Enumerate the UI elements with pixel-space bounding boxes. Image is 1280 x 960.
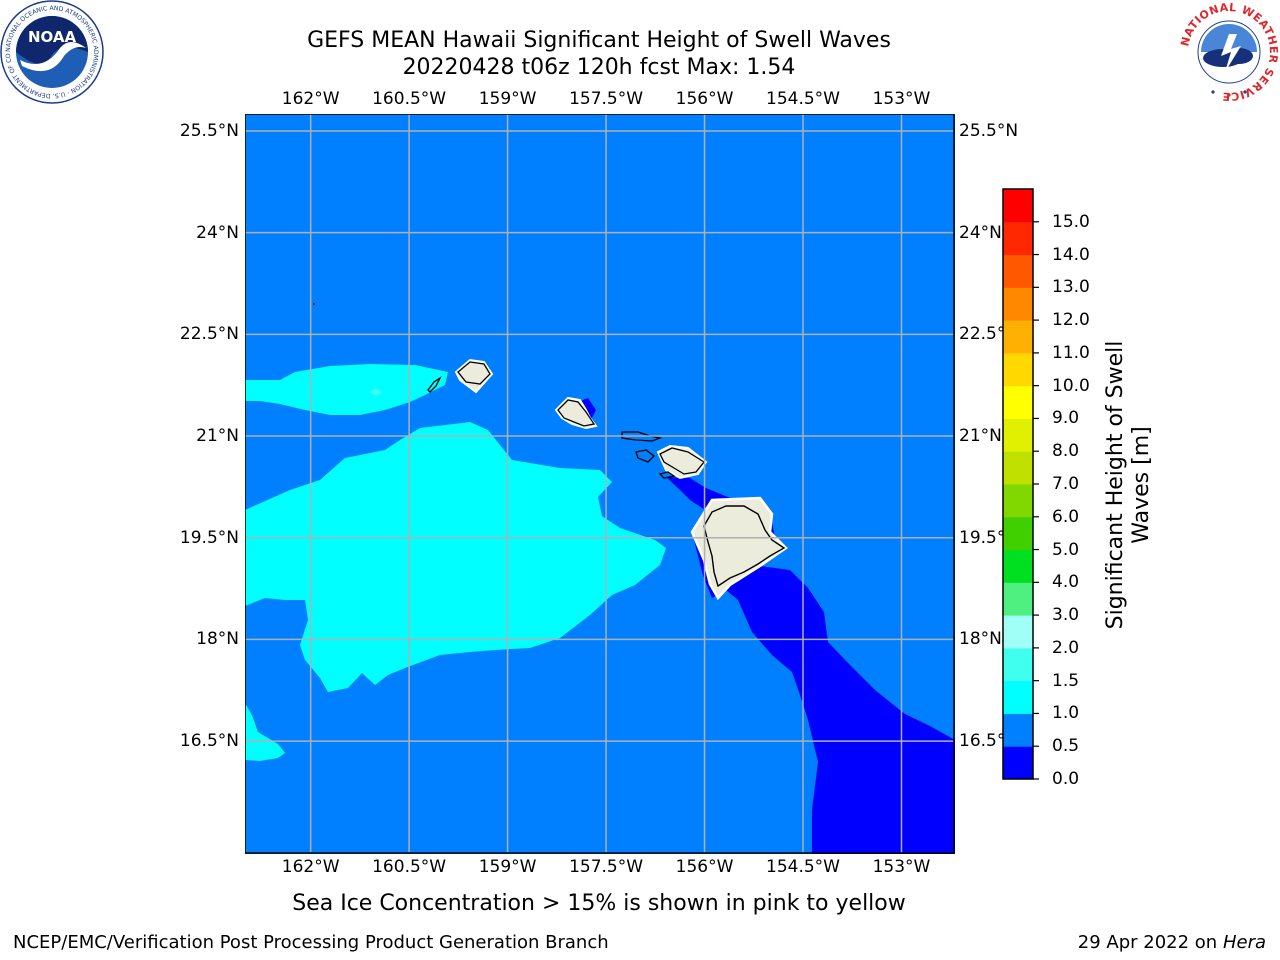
lat-tick-label-left: 18°N xyxy=(196,629,239,650)
swell-region-1.0-1.5m-sw xyxy=(245,703,285,761)
colorbar-tick-label: 13.0 xyxy=(1052,277,1090,298)
island-big-island-coast xyxy=(703,505,786,588)
island-maui xyxy=(656,444,708,480)
chart-subtitle: 20220428 t06z 120h fcst Max: 1.54 xyxy=(402,55,796,80)
island-kauai-coast xyxy=(457,361,491,385)
lat-tick-label-left: 21°N xyxy=(196,426,239,447)
footer-date: 29 Apr 2022 on Hera xyxy=(1078,932,1266,953)
colorbar-segment xyxy=(1003,484,1033,518)
colorbar-tick-label: 0.5 xyxy=(1052,736,1080,757)
colorbar-segment xyxy=(1003,746,1033,780)
lon-tick-label-top: 153°W xyxy=(872,89,931,109)
colorbar-tick-label: 5.0 xyxy=(1052,539,1080,560)
map-frame xyxy=(245,114,955,854)
colorbar-segment xyxy=(1003,385,1033,419)
lon-tick-label-bot: 156°W xyxy=(675,857,734,877)
colorbar-tick-label: 2.0 xyxy=(1052,637,1080,658)
colorbar-segment xyxy=(1003,451,1033,485)
noaa-logo-text: NOAA xyxy=(28,28,77,46)
lat-tick-label-left: 25.5°N xyxy=(179,120,239,141)
lon-tick-label-bot: 160.5°W xyxy=(372,857,447,877)
colorbar-segment xyxy=(1003,647,1033,682)
lat-tick-label-left: 24°N xyxy=(196,222,239,243)
lon-tick-label-bot: 154.5°W xyxy=(766,857,840,877)
colorbar xyxy=(1002,188,1039,780)
footer-date-text: 29 Apr 2022 on xyxy=(1077,932,1223,953)
colorbar-tick-label: 4.0 xyxy=(1052,572,1080,593)
swell-region-1.5-2.0m-speck xyxy=(370,388,382,396)
colorbar-tick-label: 6.0 xyxy=(1052,506,1080,527)
lon-tick-label-top: 159°W xyxy=(478,89,537,109)
colorbar-segment xyxy=(1003,582,1033,616)
colorbar-segment xyxy=(1003,287,1033,321)
nws-logo: NATIONAL WEATHER SERVICE xyxy=(1178,1,1279,103)
lat-tick-label-right: 18°N xyxy=(959,629,1002,650)
colorbar-label-line2: Waves [m] xyxy=(1129,426,1154,544)
colorbar-tick-label: 1.5 xyxy=(1052,670,1080,691)
colorbar-label-line1: Significant Height of Swell xyxy=(1103,340,1128,630)
colorbar-segment xyxy=(1003,516,1033,551)
island-maui-coast xyxy=(659,447,705,475)
chart-title: GEFS MEAN Hawaii Significant Height of S… xyxy=(307,28,891,53)
colorbar-tick-label: 9.0 xyxy=(1052,408,1080,429)
lon-tick-label-bot: 162°W xyxy=(281,857,340,877)
lon-tick-label-bot: 159°W xyxy=(478,857,537,877)
lat-tick-label-left: 22.5°N xyxy=(179,324,239,345)
lat-tick-label-left: 19.5°N xyxy=(179,527,239,548)
lat-tick-label-right: 24°N xyxy=(959,222,1002,243)
lon-tick-label-top: 160.5°W xyxy=(372,89,447,109)
colorbar-segment xyxy=(1003,713,1033,747)
swell-region-1.0-1.5m-north xyxy=(245,364,448,415)
lon-tick-label-bot: 153°W xyxy=(872,857,931,877)
colorbar-tick-label: 12.0 xyxy=(1052,310,1090,331)
lon-tick-label-top: 157.5°W xyxy=(569,89,644,109)
colorbar-tick-label: 3.0 xyxy=(1052,605,1080,626)
sea-ice-caption: Sea Ice Concentration > 15% is shown in … xyxy=(292,891,906,916)
colorbar-segment xyxy=(1003,320,1033,354)
colorbar-segment xyxy=(1003,221,1033,256)
island-oahu-coast xyxy=(557,399,596,427)
lon-tick-label-top: 156°W xyxy=(675,89,734,109)
colorbar-tick-label: 15.0 xyxy=(1052,211,1090,232)
lat-tick-label-right: 21°N xyxy=(959,426,1002,447)
colorbar-segment xyxy=(1003,680,1033,714)
colorbar-segment xyxy=(1003,418,1033,452)
colorbar-tick-label: 14.0 xyxy=(1052,244,1090,265)
colorbar-tick-label: 7.0 xyxy=(1052,474,1080,494)
lon-tick-label-top: 162°W xyxy=(281,89,340,109)
colorbar-tick-label: 1.0 xyxy=(1052,703,1080,724)
reef-speck xyxy=(313,303,315,305)
island-kahoolawe-coast xyxy=(658,471,676,479)
colorbar-label: Significant Height of Swell Waves [m] xyxy=(1103,341,1155,630)
lat-tick-label-right: 25.5°N xyxy=(959,120,1019,141)
swell-region-1.0-1.5m-main xyxy=(245,422,666,692)
island-lanai-coast xyxy=(635,449,655,463)
colorbar-segment xyxy=(1003,352,1033,387)
island-kauai xyxy=(454,358,494,394)
lon-tick-label-bot: 157.5°W xyxy=(569,857,644,877)
island-niihau-coast xyxy=(427,376,442,393)
graticule xyxy=(245,114,954,853)
colorbar-tick-label: 8.0 xyxy=(1052,441,1080,462)
colorbar-tick-label: 11.0 xyxy=(1052,342,1090,363)
colorbar-segment xyxy=(1003,254,1033,288)
footer-credit: NCEP/EMC/Verification Post Processing Pr… xyxy=(13,932,609,953)
colorbar-tick-label: 10.0 xyxy=(1052,375,1090,396)
colorbar-tick-label: 0.0 xyxy=(1052,769,1080,789)
swell-height-map xyxy=(245,114,955,854)
noaa-logo: NATIONAL OCEANIC AND ATMOSPHERIC ADMINIS… xyxy=(0,0,104,104)
colorbar-segment xyxy=(1003,549,1033,583)
footer-machine: Hera xyxy=(1222,932,1266,953)
lon-tick-label-top: 154.5°W xyxy=(766,89,840,109)
colorbar-segment xyxy=(1003,615,1033,649)
island-molokai-coast xyxy=(621,431,663,442)
lat-tick-label-left: 16.5°N xyxy=(179,731,239,752)
colorbar-segment xyxy=(1003,189,1033,223)
